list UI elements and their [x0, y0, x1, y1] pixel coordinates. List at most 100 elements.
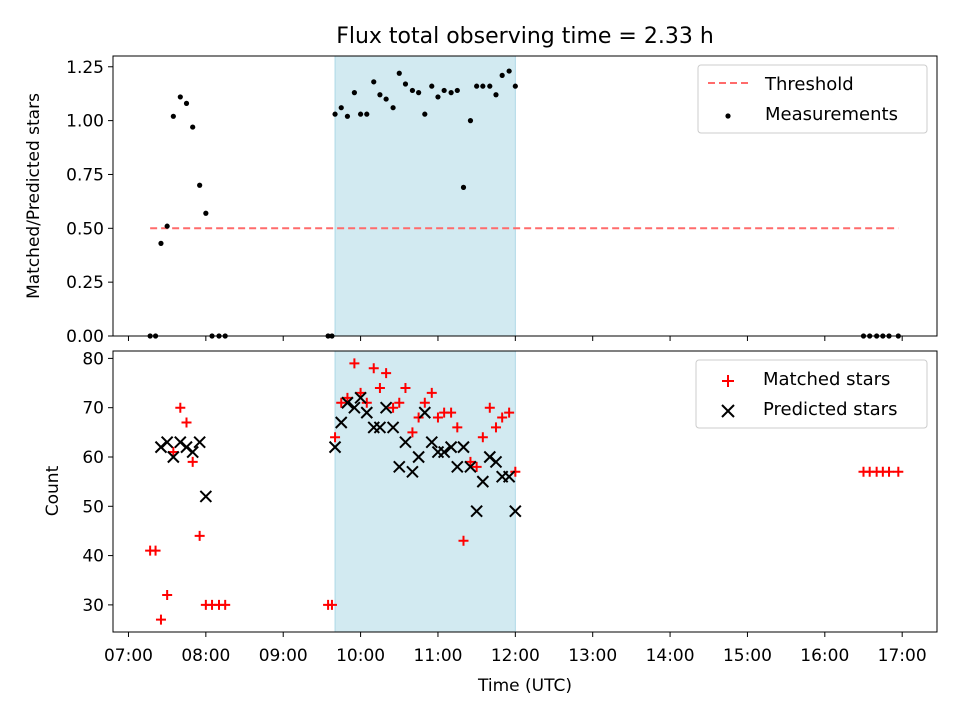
- y-tick-label: 30: [82, 596, 104, 616]
- measurement-point: [422, 111, 428, 117]
- x-tick-label: 15:00: [723, 646, 772, 666]
- matched-star-point: [336, 397, 347, 408]
- legend-matched-plus: [722, 375, 734, 387]
- measurement-point: [364, 111, 370, 117]
- measurement-point: [460, 184, 467, 190]
- x-tick-label: 10:00: [336, 646, 385, 666]
- measurement-point: [493, 92, 499, 98]
- matched-star-point: [400, 382, 411, 393]
- matched-star-point: [374, 382, 385, 393]
- matched-star-point: [368, 363, 379, 374]
- y-tick-label: 70: [82, 399, 104, 419]
- bottom-legend: Matched stars Predicted stars: [695, 359, 928, 429]
- y-tick-label: 0.50: [66, 219, 104, 239]
- legend-predicted-label: Predicted stars: [763, 399, 897, 420]
- predicted-star-point: [451, 460, 464, 474]
- y-tick-label: 0.25: [66, 273, 104, 293]
- predicted-star-point: [193, 435, 206, 449]
- matched-star-point: [175, 402, 186, 413]
- measurement-point: [351, 90, 357, 96]
- measurement-point: [409, 87, 416, 94]
- matched-star-point: [194, 530, 205, 541]
- predicted-star-point: [444, 440, 458, 454]
- y-tick-label: 1.25: [66, 58, 104, 78]
- bottom-panel: 30 40 50 60 70 80 07:00 08:00 09:00 10:00 11:00 12…: [43, 349, 938, 696]
- measurement-point: [474, 83, 480, 89]
- x-tick-label: 07:00: [104, 646, 153, 666]
- predicted-star-point: [386, 421, 400, 434]
- predicted-star-point: [393, 460, 406, 474]
- matched-star-point: [355, 387, 366, 398]
- matched-star-point: [465, 456, 476, 467]
- matched-star-point: [477, 432, 488, 443]
- top-legend-box: [697, 64, 928, 134]
- matched-star-point: [155, 614, 166, 625]
- matched-star-point: [394, 397, 405, 408]
- matched-star-point: [220, 599, 231, 610]
- measurement-point: [506, 68, 512, 74]
- matched-star-point: [181, 417, 192, 428]
- bottom-y-axis-label: Count: [43, 465, 63, 516]
- predicted-star-point: [348, 401, 361, 414]
- x-tick-label: 12:00: [491, 646, 540, 666]
- measurement-point: [164, 223, 170, 229]
- measurement-point: [396, 70, 402, 76]
- matched-star-point: [471, 461, 482, 472]
- measurement-point: [190, 124, 196, 130]
- measurement-point: [183, 100, 190, 106]
- top-x-ticks: [127, 336, 903, 341]
- bottom-y-ticks: 30 40 50 60 70 80: [82, 349, 113, 616]
- y-tick-label: 60: [82, 448, 104, 468]
- predicted-star-point: [425, 435, 438, 449]
- legend-measurements-label: Measurements: [765, 104, 898, 125]
- y-tick-label: 50: [82, 497, 104, 517]
- predicted-star-point: [437, 445, 451, 459]
- matched-star-point: [326, 599, 337, 610]
- predicted-star-point: [502, 470, 516, 483]
- measurement-point: [371, 79, 377, 85]
- predicted-star-point: [489, 455, 503, 469]
- predicted-star-point: [509, 505, 522, 518]
- x-tick-label: 13:00: [568, 646, 617, 666]
- chart-title: Flux total observing time = 2.33 h: [336, 24, 714, 49]
- predicted-star-point: [160, 435, 174, 449]
- measurement-point: [177, 94, 183, 100]
- predicted-star-point: [186, 445, 199, 459]
- top-shaded-span: [334, 55, 516, 337]
- measurement-point: [435, 94, 441, 100]
- predicted-star-point: [379, 401, 393, 414]
- measurement-point: [454, 87, 460, 94]
- bottom-marks: [145, 358, 904, 625]
- measurement-point: [377, 92, 383, 98]
- matched-star-point: [187, 456, 198, 467]
- predicted-star-point: [167, 450, 180, 464]
- measurement-point: [416, 90, 422, 96]
- y-tick-label: 80: [82, 349, 104, 369]
- measurement-point: [467, 118, 474, 124]
- x-tick-label: 11:00: [413, 646, 462, 666]
- matched-star-point: [162, 590, 173, 601]
- predicted-star-point: [470, 505, 483, 518]
- predicted-star-point: [360, 406, 373, 419]
- measurement-point: [499, 72, 505, 78]
- x-tick-label: 16:00: [800, 646, 849, 666]
- measurement-point: [332, 111, 338, 117]
- measurement-point: [402, 81, 409, 87]
- matched-star-point: [150, 545, 161, 556]
- measurement-point: [390, 105, 396, 111]
- measurement-point: [441, 87, 447, 94]
- bottom-legend-box: [695, 359, 928, 429]
- top-axes-frame: [112, 55, 938, 337]
- predicted-star-point: [399, 435, 412, 449]
- measurement-point: [158, 240, 164, 246]
- predicted-star-point: [418, 406, 432, 419]
- predicted-star-point: [199, 490, 213, 503]
- predicted-star-point: [457, 440, 470, 454]
- matched-star-point: [407, 427, 418, 438]
- legend-threshold-label: Threshold: [764, 74, 854, 95]
- matched-star-point: [446, 407, 457, 418]
- measurement-point: [344, 113, 351, 119]
- legend-measurements-dot: [725, 113, 731, 119]
- x-tick-label: 14:00: [646, 646, 695, 666]
